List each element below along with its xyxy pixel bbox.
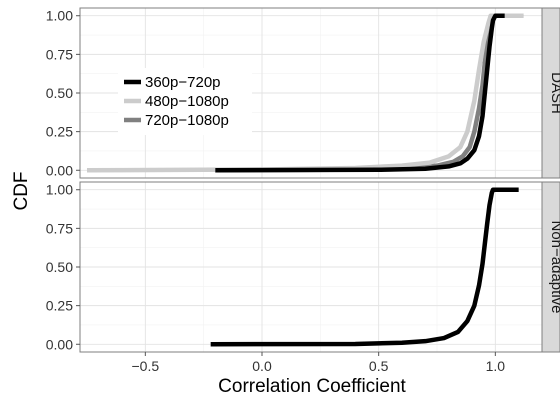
y-tick-label: 0.00: [46, 336, 73, 352]
panels: 0.00 0.25 0.50 0.75 1.00 DASH 0.00 0.25 0.50 0.75…: [46, 7, 560, 374]
series-line: [210, 187, 519, 347]
panel-0: 0.00 0.25 0.50 0.75 1.00 DASH: [46, 7, 560, 179]
x-tick-label: 0.5: [369, 358, 389, 374]
series-line: [215, 13, 505, 173]
y-tick-label: 0.50: [46, 259, 73, 275]
y-axis-title: CDF: [11, 171, 32, 210]
x-axis-title: Correlation Coefficient: [218, 376, 406, 397]
x-tick-label: 1.0: [486, 358, 506, 374]
legend-label: 720p−1080p: [145, 112, 229, 129]
x-axis: −0.5 0.0 0.5 1.0: [132, 352, 506, 374]
y-tick-label: 0.75: [46, 46, 73, 62]
y-tick-label: 0.00: [46, 162, 73, 178]
x-tick-label: 0.0: [252, 358, 272, 374]
y-tick-label: 1.00: [46, 8, 73, 24]
series-line: [86, 13, 524, 173]
facet-strip-label: Non−adaptive: [548, 221, 560, 314]
y-tick-label: 0.25: [46, 124, 73, 140]
legend-label: 480p−1080p: [145, 93, 229, 110]
y-tick-label: 0.25: [46, 298, 73, 314]
facet-strip-label: DASH: [548, 72, 560, 114]
x-tick-label: −0.5: [132, 358, 160, 374]
y-tick-label: 0.75: [46, 220, 73, 236]
legend-label: 360p−720p: [145, 74, 221, 91]
facet-strip: [541, 7, 560, 179]
y-tick-label: 1.00: [46, 182, 73, 198]
facet-strip: [541, 181, 560, 353]
legend: 360p−720p 480p−1080p 720p−1080p: [118, 68, 252, 135]
panel-1: 0.00 0.25 0.50 0.75 1.00 Non−adaptive: [46, 181, 560, 353]
y-tick-label: 0.50: [46, 85, 73, 101]
